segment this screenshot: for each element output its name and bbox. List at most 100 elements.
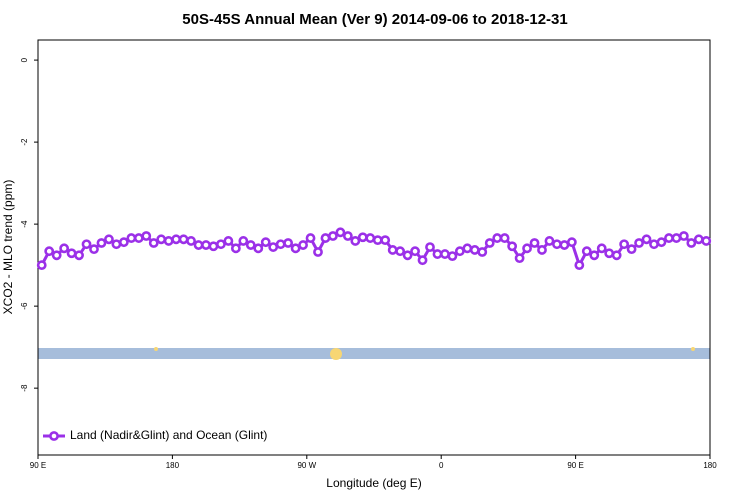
y-tick-label: 0 [20,57,29,62]
data-point [44,246,55,257]
data-point [193,240,204,250]
x-tick-label: 180 [166,461,180,470]
data-point [133,233,144,243]
x-tick-label: 90 W [297,461,316,470]
data-point [357,232,368,243]
data-point [148,238,159,248]
data-point [559,240,570,250]
data-point [118,237,129,248]
data-point [664,233,674,243]
data-point [320,233,331,243]
data-point [402,250,413,261]
chart-title: 50S-45S Annual Mean (Ver 9) 2014-09-06 t… [182,11,567,28]
data-point [469,245,480,255]
plot-frame [37,39,711,456]
data-point [178,234,189,245]
x-tick-label: 90 E [30,461,46,470]
data-point [634,238,644,248]
data-point [36,260,47,271]
data-point [693,234,704,245]
data-point [686,238,697,248]
legend-marker [49,431,59,441]
data-point [432,249,443,259]
data-point [604,248,615,259]
data-point [335,227,346,238]
x-tick-label: 90 E [567,461,583,470]
data-point [678,231,689,241]
data-point [477,247,488,257]
land-band [38,348,710,359]
data-point [104,234,114,245]
data-point [96,238,107,248]
data-point [410,246,420,257]
data-point [701,236,712,246]
data-point [507,241,518,252]
data-point [417,255,428,266]
data-point [626,244,637,255]
data-point [290,243,301,254]
data-point [537,245,547,255]
data-point [529,238,540,248]
data-point [163,236,174,246]
data-point [365,233,376,243]
data-point [649,239,659,250]
data-point [126,233,137,243]
data-point [372,235,383,246]
data-point [66,248,77,259]
data-point [305,233,316,243]
x-axis-label: Longitude (deg E) [326,476,421,490]
data-point [544,236,555,246]
data-point [275,239,286,250]
land-spot [154,347,158,351]
data-point [81,239,92,250]
data-point [440,249,450,259]
data-point [208,241,219,252]
data-point [59,243,70,254]
data-point [216,239,226,250]
data-point [156,234,167,245]
data-point [581,246,592,257]
y-tick-label: -8 [20,384,29,392]
data-point [611,250,622,261]
data-point [141,231,152,241]
data-point [171,234,182,245]
data-point [223,236,234,246]
data-point [522,243,532,254]
data-point [342,231,353,241]
data-point [484,238,495,248]
data-point [589,250,600,261]
data-point [619,239,630,250]
data-point [671,233,682,243]
legend-label: Land (Nadir&Glint) and Ocean (Glint) [70,428,267,442]
data-point [462,243,473,254]
data-point [395,246,406,257]
data-point [492,233,503,243]
data-point [268,242,279,252]
data-point [499,233,510,243]
data-point [298,240,308,250]
land-spot [330,348,342,360]
x-tick-label: 0 [439,461,444,470]
data-point [51,250,62,261]
data-point [552,239,562,250]
data-point [89,244,99,255]
data-point [380,235,391,246]
data-point [74,250,84,261]
y-tick-label: -6 [20,302,29,310]
data-point [425,242,435,252]
x-tick-label: 180 [703,461,717,470]
data-point [350,236,361,246]
data-point [656,237,667,248]
data-point [186,236,196,246]
data-point [283,238,294,248]
data-point [238,236,249,246]
data-point [566,237,577,248]
data-point [514,253,525,264]
land-spot [691,347,695,351]
data-point [111,239,122,250]
data-point [596,243,607,254]
data-point [253,243,264,254]
data-point [328,231,338,241]
